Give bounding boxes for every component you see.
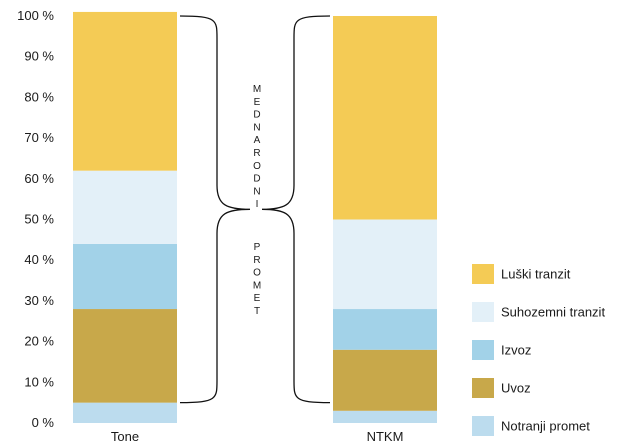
legend-label: Suhozemni tranzit bbox=[501, 305, 605, 320]
legend-item: Uvoz bbox=[472, 378, 531, 398]
category-label: Tone bbox=[111, 429, 139, 444]
category-label: NTKM bbox=[367, 429, 404, 444]
bar-segment bbox=[333, 219, 437, 310]
bar-segment bbox=[73, 309, 177, 403]
y-tick-label: 20 % bbox=[24, 334, 54, 349]
legend-item: Suhozemni tranzit bbox=[472, 302, 605, 322]
bar-segment bbox=[333, 16, 437, 220]
bar-segment bbox=[333, 309, 437, 350]
y-tick-label: 0 % bbox=[32, 415, 55, 430]
legend-label: Notranji promet bbox=[501, 419, 590, 434]
y-tick-label: 80 % bbox=[24, 89, 54, 104]
legend-item: Notranji promet bbox=[472, 416, 590, 436]
legend-swatch bbox=[472, 340, 494, 360]
y-tick-label: 50 % bbox=[24, 212, 54, 227]
brace-annotation: M E D N A R O D N I P R O M E T bbox=[253, 84, 261, 317]
y-tick-label: 30 % bbox=[24, 293, 54, 308]
legend-item: Luški tranzit bbox=[472, 264, 571, 284]
legend-label: Izvoz bbox=[501, 343, 531, 358]
bars bbox=[73, 11, 437, 423]
international-traffic-braces bbox=[179, 15, 331, 404]
y-tick-label: 10 % bbox=[24, 374, 54, 389]
y-axis-ticks: 0 % 10 % 20 % 30 % 40 % 50 % 60 % 70 % 80 % 90 % 1… bbox=[17, 8, 54, 430]
bar-segment bbox=[333, 349, 437, 411]
bar-segment bbox=[73, 243, 177, 310]
legend-item: Izvoz bbox=[472, 340, 531, 360]
left-brace bbox=[179, 15, 251, 404]
legend-label: Luški tranzit bbox=[501, 267, 571, 282]
legend-swatch bbox=[472, 264, 494, 284]
legend-swatch bbox=[472, 416, 494, 436]
bar-segment bbox=[73, 11, 177, 171]
right-brace bbox=[261, 15, 331, 404]
legend: Luški tranzit Suhozemni tranzit Izvoz Uvoz N… bbox=[472, 264, 605, 436]
bar-segment bbox=[73, 402, 177, 423]
y-tick-label: 60 % bbox=[24, 171, 54, 186]
y-tick-label: 40 % bbox=[24, 252, 54, 267]
legend-swatch bbox=[472, 378, 494, 398]
legend-label: Uvoz bbox=[501, 381, 531, 396]
y-tick-label: 70 % bbox=[24, 130, 54, 145]
y-tick-label: 100 % bbox=[17, 8, 54, 23]
bar-segment bbox=[333, 410, 437, 423]
legend-swatch bbox=[472, 302, 494, 322]
category-labels: Tone NTKM bbox=[111, 429, 404, 444]
bar-segment bbox=[73, 170, 177, 244]
y-tick-label: 90 % bbox=[24, 49, 54, 64]
